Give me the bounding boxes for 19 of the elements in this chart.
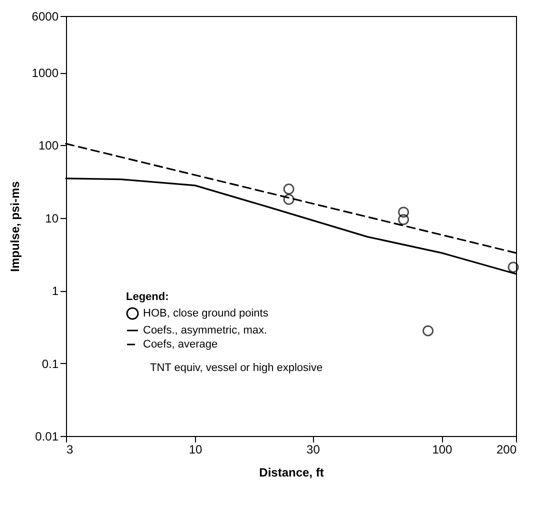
- y-tick-label: 1000: [32, 66, 59, 80]
- x-tick-label: 10: [188, 442, 202, 456]
- y-tick-label: 0.01: [35, 430, 59, 444]
- y-tick-label: 1: [52, 284, 59, 298]
- y-tick-label: 6000: [32, 10, 59, 24]
- x-tick-label: 100: [432, 442, 453, 456]
- legend-label: HOB, close ground points: [143, 308, 269, 320]
- x-tick-label: 200: [496, 442, 517, 456]
- x-tick-label: 3: [66, 442, 74, 456]
- x-axis-title: Distance, ft: [259, 466, 324, 480]
- legend-label: Coefs., asymmetric, max.: [143, 324, 268, 336]
- y-tick-label: 0.1: [42, 356, 59, 371]
- legend-label: Coefs, average: [143, 338, 218, 350]
- annotation: TNT equiv, vessel or high explosive: [150, 362, 323, 374]
- y-tick-label: 100: [38, 138, 59, 153]
- y-axis-title: Impulse, psi-ms: [8, 180, 22, 272]
- x-tick-label: 30: [306, 442, 320, 456]
- legend-title: Legend:: [126, 291, 169, 303]
- y-tick-label: 10: [45, 211, 59, 226]
